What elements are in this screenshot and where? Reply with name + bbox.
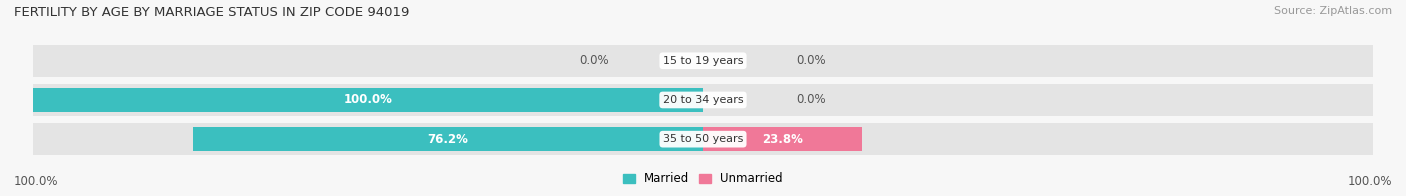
Text: FERTILITY BY AGE BY MARRIAGE STATUS IN ZIP CODE 94019: FERTILITY BY AGE BY MARRIAGE STATUS IN Z… — [14, 6, 409, 19]
Text: 100.0%: 100.0% — [344, 93, 392, 106]
Bar — [703, 127, 862, 151]
Text: 23.8%: 23.8% — [762, 133, 803, 146]
Text: 100.0%: 100.0% — [1347, 175, 1392, 188]
Text: 15 to 19 years: 15 to 19 years — [662, 56, 744, 66]
Text: 20 to 34 years: 20 to 34 years — [662, 95, 744, 105]
Bar — [34, 84, 1372, 116]
Bar — [34, 88, 703, 112]
Text: 0.0%: 0.0% — [797, 93, 827, 106]
Text: 76.2%: 76.2% — [427, 133, 468, 146]
Bar — [34, 123, 1372, 155]
Text: 35 to 50 years: 35 to 50 years — [662, 134, 744, 144]
Text: 0.0%: 0.0% — [797, 54, 827, 67]
Bar — [34, 45, 1372, 77]
Legend: Married, Unmarried: Married, Unmarried — [619, 168, 787, 190]
Bar — [193, 127, 703, 151]
Text: 0.0%: 0.0% — [579, 54, 609, 67]
Text: Source: ZipAtlas.com: Source: ZipAtlas.com — [1274, 6, 1392, 16]
Text: 100.0%: 100.0% — [14, 175, 59, 188]
